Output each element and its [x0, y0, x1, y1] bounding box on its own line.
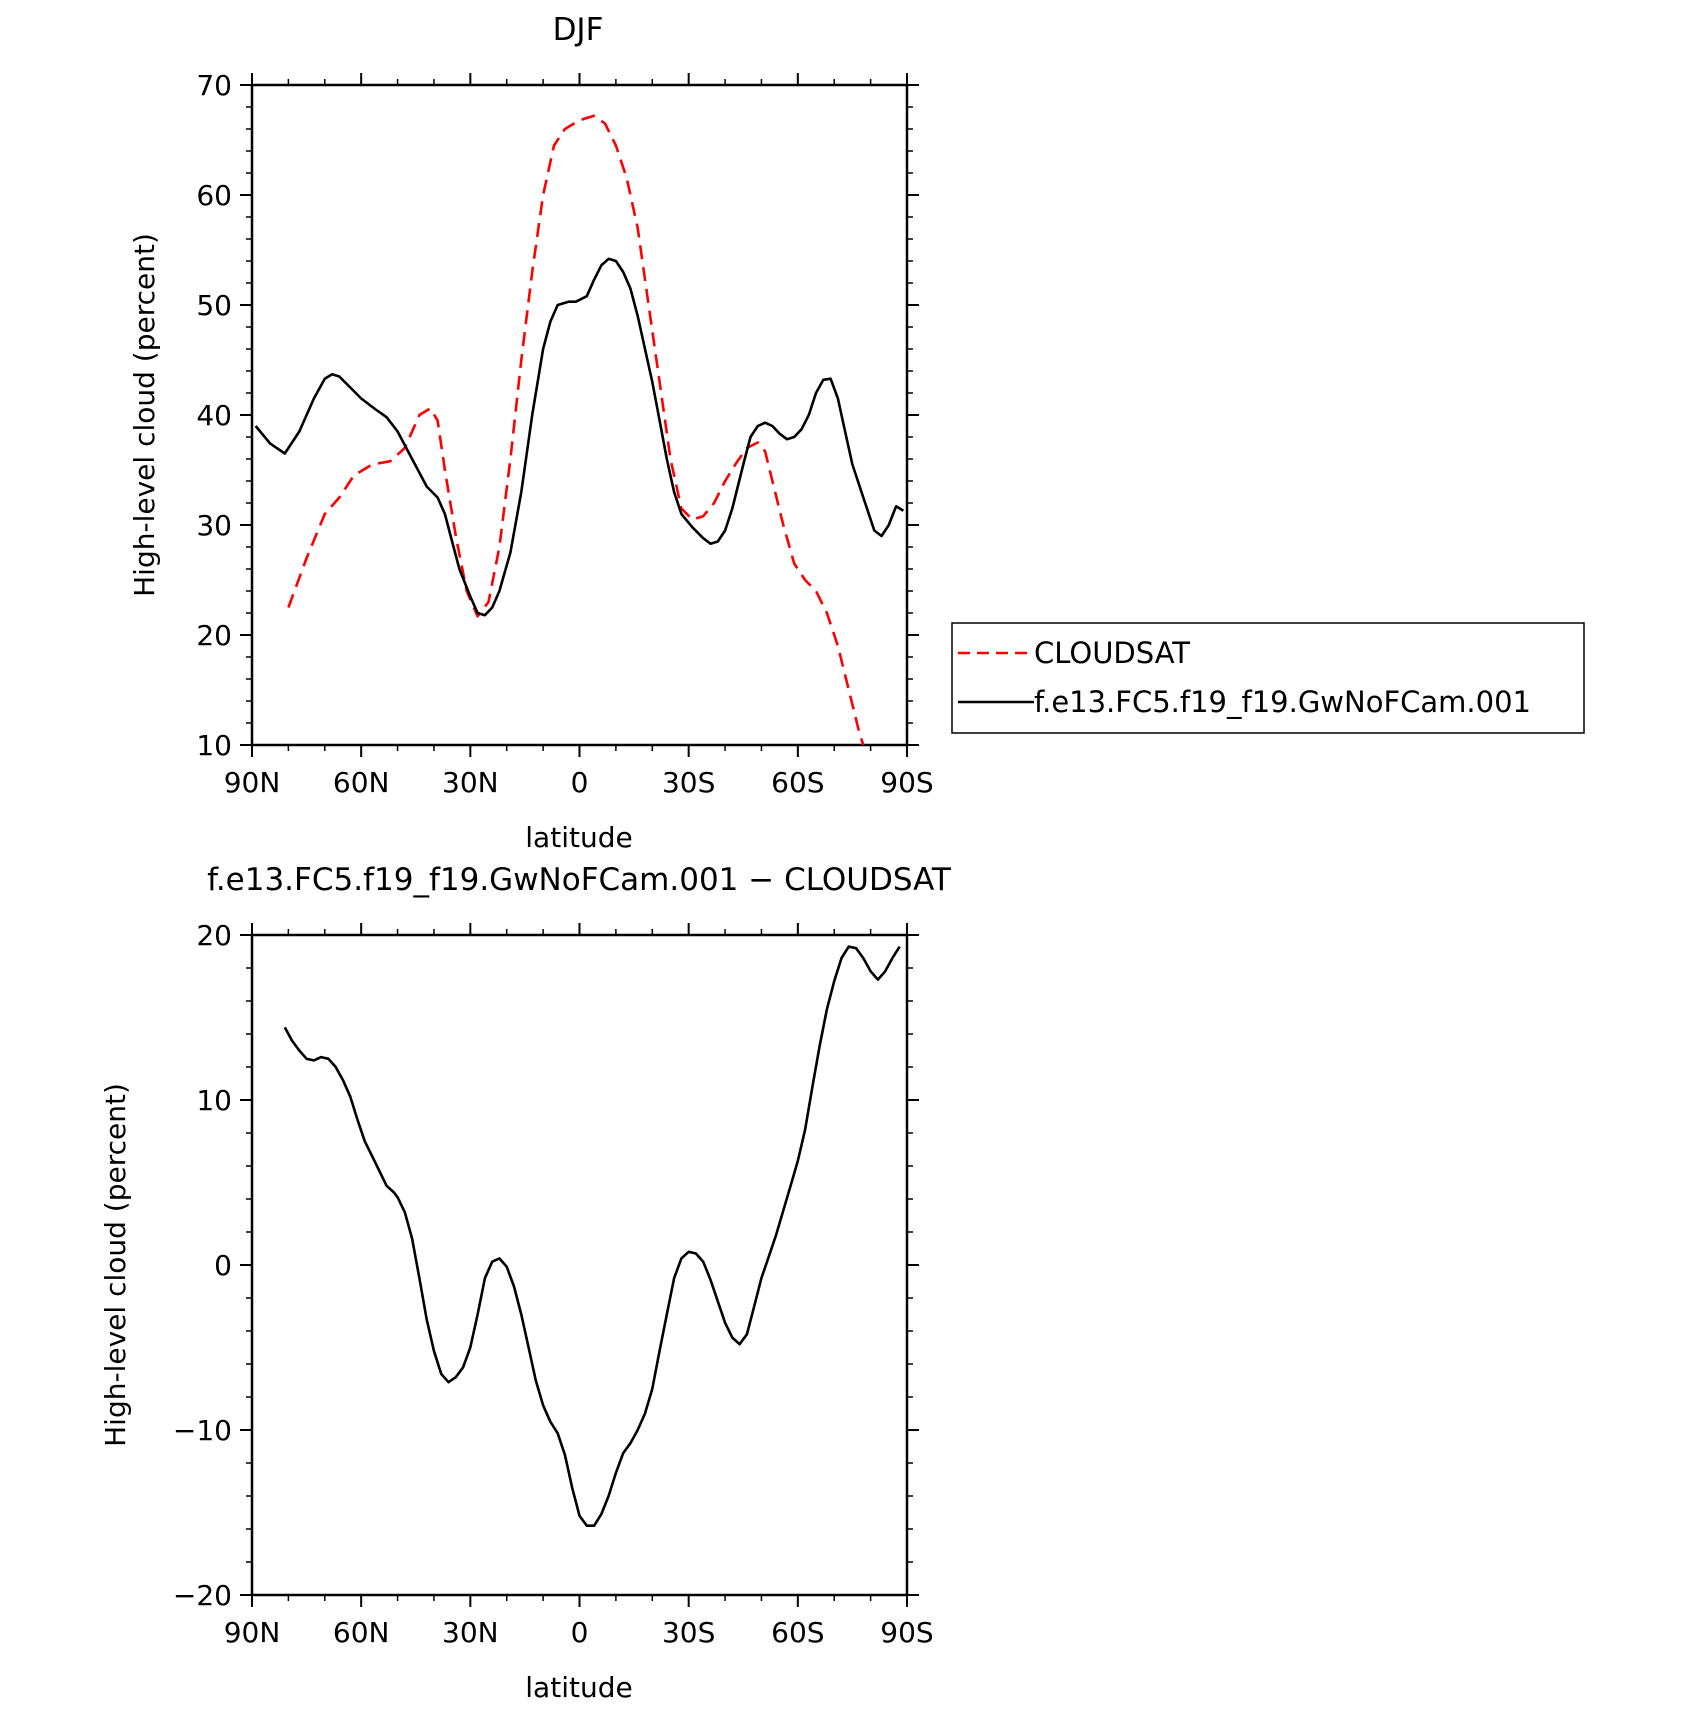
- top-x-tick-label: 90N: [224, 766, 281, 799]
- bottom-x-tick-label: 60N: [333, 1616, 390, 1649]
- bottom-plot-frame: [250, 933, 909, 1597]
- bottom-x-tick-label: 90N: [224, 1616, 281, 1649]
- bottom-x-tick-label: 60S: [771, 1616, 824, 1649]
- bottom-x-tick-label: 30S: [662, 1616, 715, 1649]
- bottom-x-tick-label: 0: [571, 1616, 589, 1649]
- legend-label-cloudsat: CLOUDSAT: [1034, 636, 1190, 670]
- top-y-tick-label: 60: [196, 179, 232, 212]
- bottom-x-tick-label: 30N: [442, 1616, 499, 1649]
- top-axis-ticks: 90N 60N 30N 0 30S 60S 90S 10 20 30 40 50 60 70: [196, 69, 933, 799]
- bottom-series-line-0: [283, 945, 901, 1527]
- top-y-tick-label: 50: [196, 289, 232, 322]
- bottom-x-axis-label: latitude: [525, 1671, 632, 1704]
- top-x-tick-label: 90S: [880, 766, 933, 799]
- top-chart-title: DJF: [553, 12, 604, 48]
- top-panel-djf: DJF 90N 60N 30N 0 30S 60S 90S 10 20 30 40 50 60 70 la…: [128, 12, 934, 854]
- top-y-tick-label: 30: [196, 509, 232, 542]
- top-x-axis-label: latitude: [525, 821, 632, 854]
- top-x-tick-label: 30N: [442, 766, 499, 799]
- top-x-tick-label: 0: [571, 766, 589, 799]
- bottom-y-tick-label: 10: [196, 1084, 232, 1117]
- bottom-y-tick-label: 20: [196, 919, 232, 952]
- bottom-series-lines: [283, 945, 901, 1527]
- top-x-tick-label: 60S: [771, 766, 824, 799]
- top-series-line-1: [254, 257, 905, 617]
- top-series-lines: [254, 114, 905, 745]
- bottom-panel-difference: f.e13.FC5.f19_f19.GwNoFCam.001 − CLOUDSA…: [99, 862, 952, 1704]
- top-y-tick-label: 20: [196, 619, 232, 652]
- bottom-y-axis-label: High-level cloud (percent): [99, 1083, 132, 1447]
- bottom-y-tick-label: −20: [173, 1579, 232, 1612]
- bottom-x-tick-label: 90S: [880, 1616, 933, 1649]
- bottom-y-tick-label: −10: [173, 1414, 232, 1447]
- legend: CLOUDSAT f.e13.FC5.f19_f19.GwNoFCam.001: [951, 622, 1585, 734]
- bottom-chart-title: f.e13.FC5.f19_f19.GwNoFCam.001 − CLOUDSA…: [207, 862, 952, 898]
- top-y-tick-label: 40: [196, 399, 232, 432]
- top-x-tick-label: 60N: [333, 766, 390, 799]
- top-x-tick-label: 30S: [662, 766, 715, 799]
- bottom-axis-ticks: 90N 60N 30N 0 30S 60S 90S −20 −10 0 10 20: [173, 919, 934, 1649]
- legend-label-model: f.e13.FC5.f19_f19.GwNoFCam.001: [1034, 685, 1531, 719]
- legend-box: [951, 622, 1585, 734]
- top-series-line-0: [287, 114, 865, 745]
- top-y-axis-label: High-level cloud (percent): [128, 233, 161, 597]
- top-y-tick-label: 70: [196, 69, 232, 102]
- bottom-y-tick-label: 0: [214, 1249, 232, 1282]
- top-y-tick-label: 10: [196, 729, 232, 762]
